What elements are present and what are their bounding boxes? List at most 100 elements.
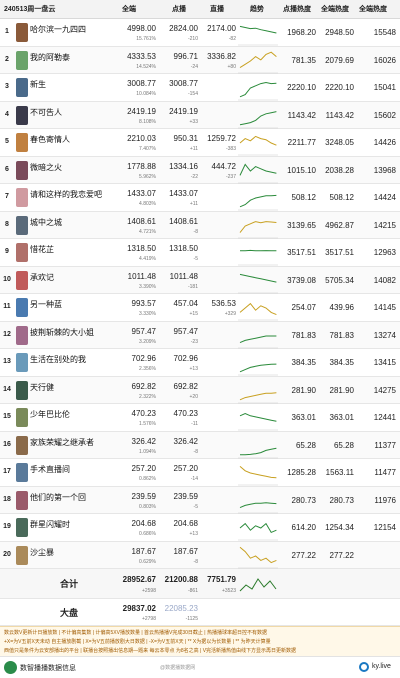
trend-line (239, 220, 277, 233)
trend-line (239, 51, 277, 68)
heat-value-1: 65.28 (295, 440, 316, 450)
trend-chart (238, 249, 278, 266)
footer-notes: 数云数V更新计日播放数 | 不计偏高集数 | 计偏高5XV播放数量 | 首云热播… (0, 626, 400, 656)
rs-change: +11 (189, 201, 198, 207)
poster-thumbnail (16, 490, 28, 510)
rs-change: -8 (193, 228, 198, 235)
heat-value-1: 254.07 (291, 303, 316, 312)
table-row[interactable]: 13 生活在别处的我 702.96 2.356% 702.96 +13 384.35 384.… (0, 349, 400, 377)
heat-value-3: 15041 (373, 83, 396, 92)
trend-chart (238, 501, 278, 513)
total-rs: 21200.88 (164, 575, 198, 584)
poster-thumbnail (16, 188, 28, 207)
brand-right: ky.live (372, 663, 391, 670)
rs-change: +11 (189, 146, 198, 152)
rank-number: 17 (3, 468, 11, 475)
heat-value-3: 12441 (373, 413, 396, 422)
show-title: 城中之城 (30, 217, 62, 227)
trend-line (239, 391, 277, 400)
heat-value-3: 14424 (373, 193, 396, 202)
heat-value-3: 14145 (373, 303, 396, 312)
trend-chart (238, 413, 278, 431)
table-row[interactable]: 17 手术直播间 257.20 0.862% 257.20 -14 1285.28 1563.… (0, 459, 400, 487)
trend-line (239, 501, 277, 508)
rs-value: 470.23 (173, 409, 198, 418)
rs-change: -23 (190, 338, 198, 345)
trend-line (239, 162, 277, 176)
heat-value-2: 2038.28 (325, 165, 354, 175)
live-value: 444.72 (211, 161, 236, 171)
heat-value-3: 13415 (373, 358, 396, 367)
heat-value-1: 3517.51 (287, 248, 316, 257)
trend-chart (238, 220, 278, 238)
all-share: 0.803% (139, 503, 156, 510)
rank-number: 12 (3, 330, 11, 338)
table-row[interactable]: 9 惜花芷 1318.50 4.419% 1318.50 -5 3517.51 3517.51… (0, 239, 400, 267)
all-value: 4333.53 (127, 51, 156, 61)
trend-chart (238, 466, 278, 486)
rs-value: 204.68 (173, 519, 198, 528)
total-all-sub: +2598 (141, 588, 156, 594)
table-row[interactable]: 1 哈尔滨一九四四 4998.00 15.761% 2824.00 -210 2174.00… (0, 19, 400, 47)
trend-line (239, 466, 277, 479)
show-title: 天行健 (30, 382, 54, 392)
heat-value-1: 384.35 (291, 358, 316, 367)
table-row[interactable]: 6 微暗之火 1778.88 5.962% 1334.16 -22 444.72 -237 10… (0, 156, 400, 184)
all-value: 187.67 (131, 546, 156, 556)
table-row[interactable]: 12 披荆斩棘的大小姐 957.47 3.209% 957.47 -23 781.83 781… (0, 321, 400, 349)
heat-value-1: 3139.65 (287, 220, 316, 230)
trend-line (239, 25, 277, 34)
heat-value-2: 2948.50 (325, 28, 354, 37)
trend-line (239, 335, 277, 343)
rs-change: +13 (189, 531, 198, 537)
trend-line (239, 273, 277, 283)
all-value: 1408.61 (127, 216, 156, 226)
show-title: 沙尘暴 (30, 547, 54, 557)
poster-thumbnail (16, 325, 28, 345)
table-row[interactable]: 19 群星闪耀时 204.68 0.686% 204.68 +13 614.20 1254.3… (0, 514, 400, 542)
table-row[interactable]: 10 承欢记 1011.48 3.390% 1011.48 -181 3739.08 5705… (0, 266, 400, 294)
table-row[interactable]: 5 春色寄情人 2210.03 7.407% 950.31 +11 1259.72 -383 2… (0, 129, 400, 157)
trend-line (239, 81, 277, 98)
footer-line-3: 西值只是条件为云安部播出的平台 | 联播台按照播出信息期—题来 每云本零点 为8… (4, 648, 297, 654)
heat-value-1: 781.83 (291, 330, 316, 340)
rank-number: 13 (3, 358, 11, 365)
trend-chart (238, 546, 278, 568)
live-change: -82 (228, 36, 236, 42)
rs-value: 1318.50 (169, 244, 198, 253)
heat-value-3: 15548 (373, 28, 396, 37)
table-row[interactable]: 7 请和这样的我恋爱吧 1433.07 4.803% 1433.07 +11 508.12 5… (0, 184, 400, 212)
table-row[interactable]: 2 我的阿勒泰 4333.53 14.524% 996.71 -24 3336.82 +80 7… (0, 46, 400, 74)
total-live-sub: +3523 (221, 588, 236, 594)
trend-line (239, 363, 277, 373)
rank-number: 7 (5, 193, 9, 200)
show-title: 我的阿勒泰 (30, 52, 70, 62)
table-row[interactable]: 8 城中之城 1408.61 4.721% 1408.61 -8 3139.65 4962.8… (0, 211, 400, 239)
table-row[interactable]: 16 家族荣耀之继承者 326.42 1.094% 326.42 -8 65.28 65.28… (0, 431, 400, 459)
trend-line (239, 413, 277, 422)
table-row[interactable]: 18 他们的第一个回 239.59 0.803% 239.59 -5 280.73 280.7… (0, 486, 400, 514)
table-row[interactable]: 11 另一种蓝 993.57 3.330% 457.04 +15 536.53 +329 254… (0, 294, 400, 322)
all-share: 2.322% (139, 393, 156, 400)
table-row[interactable]: 3 新生 3008.77 10.084% 3008.77 -154 2220.10 2220.… (0, 74, 400, 102)
table-row[interactable]: 15 少年巴比伦 470.23 1.576% 470.23 -11 363.01 363.01… (0, 404, 400, 432)
show-title: 群星闪耀时 (30, 520, 70, 529)
rank-number: 16 (3, 440, 11, 448)
live-change: +329 (224, 311, 236, 317)
trend-chart (238, 447, 278, 458)
rs-change: -14 (190, 476, 198, 482)
table-row[interactable]: 14 天行健 692.82 2.322% 692.82 +20 281.90 281.90 14… (0, 376, 400, 404)
trend-chart (238, 135, 278, 156)
total-all: 28952.67 (122, 575, 156, 584)
all-share: 4.803% (139, 201, 156, 207)
market-rs-sub: -1125 (185, 616, 198, 622)
heat-value-3: 11477 (374, 468, 396, 477)
table-row[interactable]: 4 不可告人 2419.19 8.108% 2419.19 +33 1143.42 1143.… (0, 101, 400, 129)
rs-value: 239.59 (173, 491, 198, 501)
show-title: 哈尔滨一九四四 (30, 25, 86, 34)
heat-value-2: 508.12 (329, 193, 354, 202)
rs-change: +13 (189, 366, 198, 372)
rs-value: 3008.77 (169, 79, 198, 88)
table-row[interactable]: 20 沙尘暴 187.67 0.629% 187.67 -8 277.22 277.22 (0, 541, 400, 569)
trend-line (239, 546, 277, 563)
